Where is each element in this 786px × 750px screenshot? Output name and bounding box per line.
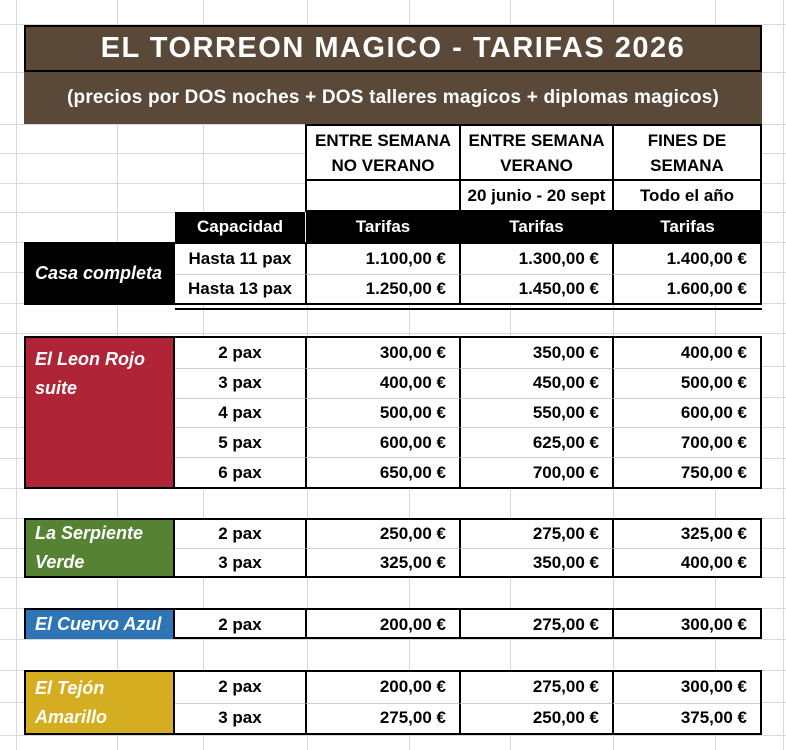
column-header-fines-de-semana[interactable]: FINES DE SEMANA xyxy=(612,126,760,181)
capacity-header-cell[interactable]: Capacidad xyxy=(197,217,283,236)
price-cell[interactable]: 350,00 € xyxy=(459,548,612,576)
capacity-cell[interactable]: Hasta 13 pax xyxy=(175,273,305,304)
period-cell-todo-el-ano[interactable]: Todo el año xyxy=(612,181,760,210)
price-cell[interactable]: 400,00 € xyxy=(305,367,459,398)
column-headers: ENTRE SEMANA NO VERANO ENTRE SEMANA VERA… xyxy=(305,124,762,212)
price-cell[interactable]: 1.250,00 € xyxy=(305,273,459,303)
header-line: SEMANA xyxy=(650,155,724,175)
price-cell[interactable]: 600,00 € xyxy=(305,427,459,458)
price-cell[interactable]: 200,00 € xyxy=(305,672,459,703)
capacity-cell[interactable]: 4 pax xyxy=(175,397,305,428)
page-title: EL TORREON MAGICO - TARIFAS 2026 xyxy=(24,25,762,72)
column-header-entre-semana-no-verano[interactable]: ENTRE SEMANA NO VERANO xyxy=(307,126,459,181)
price-cell[interactable]: 625,00 € xyxy=(459,427,612,458)
price-cell[interactable]: 275,00 € xyxy=(459,672,612,703)
price-cell[interactable]: 550,00 € xyxy=(459,397,612,428)
room-label-la-serpiente-verde[interactable]: La Serpiente Verde xyxy=(26,520,175,576)
price-cell[interactable]: 650,00 € xyxy=(305,457,459,487)
price-cell[interactable]: 300,00 € xyxy=(612,610,760,639)
price-cell[interactable]: 600,00 € xyxy=(612,397,760,428)
capacity-cell[interactable]: 3 pax xyxy=(175,702,305,734)
capacity-cell[interactable]: 6 pax xyxy=(175,457,305,487)
price-cell[interactable]: 250,00 € xyxy=(459,702,612,733)
section-la-serpiente-verde: La Serpiente Verde 2 pax 250,00 €275,00 €3… xyxy=(24,518,762,578)
header-line: ENTRE SEMANA xyxy=(468,130,605,150)
tariff-header-cell[interactable]: Tarifas xyxy=(305,212,460,242)
period-cell-verano[interactable]: 20 junio - 20 sept xyxy=(459,181,612,210)
period-cell-empty[interactable] xyxy=(307,181,459,210)
room-label-el-leon-rojo-suite[interactable]: El Leon Rojo suite xyxy=(26,338,175,487)
price-cell[interactable]: 400,00 € xyxy=(612,548,760,576)
price-cell[interactable]: 1.400,00 € xyxy=(612,244,760,274)
price-cell[interactable]: 275,00 € xyxy=(305,702,459,733)
price-cell[interactable]: 200,00 € xyxy=(305,610,459,639)
price-cell[interactable]: 250,00 € xyxy=(305,520,459,548)
column-header-entre-semana-verano[interactable]: ENTRE SEMANA VERANO xyxy=(459,126,612,181)
capacity-cell[interactable]: Hasta 11 pax xyxy=(188,248,292,268)
price-cell[interactable]: 750,00 € xyxy=(612,457,760,487)
price-cell[interactable]: 500,00 € xyxy=(612,367,760,398)
header-line: NO VERANO xyxy=(331,155,435,175)
capacity-cell[interactable]: 2 pax xyxy=(218,524,262,543)
section-el-tejon-amarillo: El Tejón Amarillo 2 pax 200,00 €275,00 €30… xyxy=(24,670,762,735)
tariff-header-cell[interactable]: Tarifas xyxy=(660,217,715,236)
price-cell[interactable]: 450,00 € xyxy=(459,367,612,398)
price-cell[interactable]: 1.450,00 € xyxy=(459,273,612,303)
table-header-bar: Capacidad Tarifas Tarifas Tarifas xyxy=(175,212,762,242)
section-el-cuervo-azul: El Cuervo Azul 2 pax 200,00 €275,00 €300,0… xyxy=(24,608,762,639)
price-cell[interactable]: 1.100,00 € xyxy=(305,244,459,274)
page-subtitle: (precios por DOS noches + DOS talleres m… xyxy=(24,72,762,124)
tariff-header-cell[interactable]: Tarifas xyxy=(509,217,564,236)
header-line: FINES DE xyxy=(647,130,727,150)
price-cell[interactable]: 300,00 € xyxy=(305,338,459,368)
price-cell[interactable]: 325,00 € xyxy=(305,548,459,576)
section-el-leon-rojo-suite: El Leon Rojo suite 2 pax 300,00 €350,00 €4… xyxy=(24,336,762,489)
capacity-cell[interactable]: 2 pax xyxy=(218,342,262,362)
price-cell[interactable]: 275,00 € xyxy=(459,520,612,548)
price-cell[interactable]: 350,00 € xyxy=(459,338,612,368)
price-cell[interactable]: 375,00 € xyxy=(612,702,760,733)
capacity-cell[interactable]: 2 pax xyxy=(218,677,262,697)
price-cell[interactable]: 700,00 € xyxy=(459,457,612,487)
room-label-el-cuervo-azul[interactable]: El Cuervo Azul xyxy=(26,610,175,639)
capacity-cell[interactable]: 2 pax xyxy=(218,614,262,634)
capacity-cell[interactable]: 5 pax xyxy=(175,427,305,457)
price-cell[interactable]: 300,00 € xyxy=(612,672,760,703)
price-cell[interactable]: 1.600,00 € xyxy=(612,273,760,303)
header-line: ENTRE SEMANA xyxy=(314,130,451,150)
price-cell[interactable]: 1.300,00 € xyxy=(459,244,612,274)
header-line: VERANO xyxy=(500,155,573,175)
price-cell[interactable]: 275,00 € xyxy=(459,610,612,639)
price-cell[interactable]: 400,00 € xyxy=(612,338,760,368)
room-label-el-tejon-amarillo[interactable]: El Tejón Amarillo xyxy=(26,672,175,733)
price-cell[interactable]: 500,00 € xyxy=(305,397,459,428)
price-cell[interactable]: 325,00 € xyxy=(612,520,760,548)
double-border-line xyxy=(175,308,762,310)
room-label-casa-completa[interactable]: Casa completa xyxy=(26,244,175,303)
section-casa-completa: Casa completa Hasta 11 pax 1.100,00 €1.300… xyxy=(24,242,762,305)
price-cell[interactable]: 700,00 € xyxy=(612,427,760,458)
capacity-cell[interactable]: 3 pax xyxy=(175,367,305,398)
capacity-cell[interactable]: 3 pax xyxy=(175,548,305,576)
